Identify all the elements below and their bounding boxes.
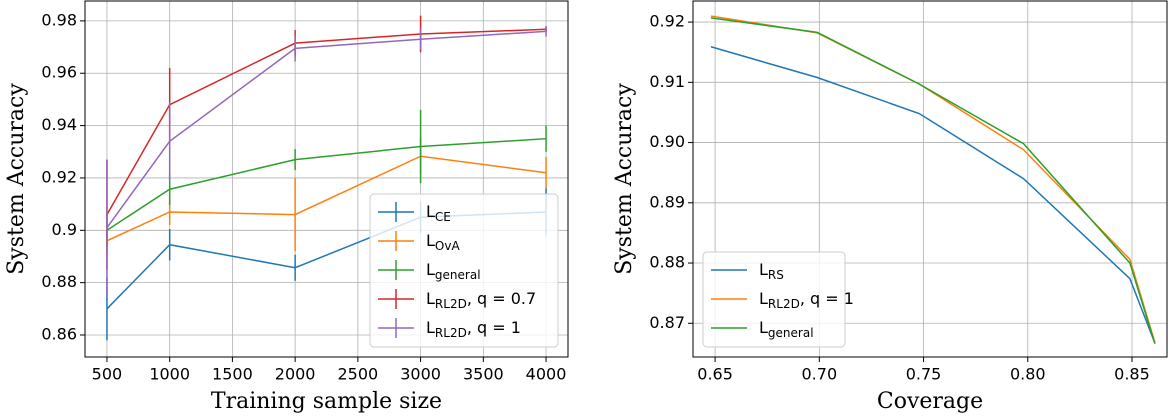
x-tick-label: 2000 (275, 365, 316, 384)
legend-box (702, 251, 846, 348)
x-tick-label: 0.70 (802, 365, 838, 384)
x-tick-label: 4000 (526, 365, 567, 384)
legend-name: L (426, 289, 435, 308)
x-tick-label: 0.65 (697, 365, 733, 384)
legend-label: LOvA (426, 231, 460, 253)
legend-subscript: RL2D (435, 297, 467, 311)
legend-name: L (426, 202, 435, 221)
legend-suffix: , q = 1 (467, 318, 521, 337)
y-tick-label: 0.91 (649, 72, 685, 91)
legend-subscript: RL2D (768, 297, 800, 311)
y-axis-label: System Accuracy (4, 83, 29, 275)
y-axis-label: System Accuracy (612, 83, 637, 275)
series-line (710, 17, 1156, 344)
legend-subscript: OvA (435, 239, 461, 253)
y-tick-label: 0.92 (41, 167, 77, 186)
legend-box (369, 193, 559, 348)
x-tick-label: 3000 (400, 365, 441, 384)
x-tick-label: 1500 (212, 365, 253, 384)
legend-label: Lgeneral (426, 260, 481, 282)
legend-subscript: CE (435, 210, 451, 224)
x-tick-label: 500 (92, 365, 123, 384)
y-tick-label: 0.89 (649, 192, 685, 211)
legend-label: LCE (426, 202, 451, 224)
legend-name: L (759, 318, 768, 337)
x-tick-label: 0.85 (1114, 365, 1150, 384)
y-tick-label: 0.90 (649, 132, 685, 151)
plot-frame (692, 0, 1168, 358)
series-line (710, 46, 1156, 344)
y-tick-label: 0.86 (41, 325, 77, 344)
y-tick-label: 0.96 (41, 63, 77, 82)
legend-name: L (426, 318, 435, 337)
legend-name: L (759, 289, 768, 308)
y-tick-label: 0.88 (649, 253, 685, 272)
legend-label: LRL2D, q = 1 (759, 289, 854, 311)
legend-suffix: , q = 1 (800, 289, 854, 308)
legend-name: L (426, 231, 435, 250)
y-tick-label: 0.9 (52, 220, 77, 239)
plot-frame (84, 0, 569, 358)
y-tick-label: 0.88 (41, 272, 77, 291)
legend-label: LRL2D, q = 0.7 (426, 289, 536, 311)
legend-label: LRL2D, q = 1 (426, 318, 521, 340)
x-axis-label: Coverage (877, 389, 983, 414)
legend-name: L (759, 260, 768, 279)
legend-suffix: , q = 0.7 (467, 289, 536, 308)
x-tick-label: 1000 (149, 365, 190, 384)
x-tick-label: 3500 (463, 365, 504, 384)
legend-subscript: general (768, 326, 814, 340)
legend-name: L (426, 260, 435, 279)
y-tick-label: 0.94 (41, 115, 77, 134)
x-tick-label: 0.75 (906, 365, 942, 384)
legend-label: LRS (759, 260, 784, 282)
legend-label: Lgeneral (759, 318, 814, 340)
series-line (106, 28, 547, 215)
x-tick-label: 0.80 (1010, 365, 1046, 384)
x-axis-label: Training sample size (211, 389, 442, 414)
y-tick-label: 0.92 (649, 12, 685, 31)
y-tick-label: 0.87 (649, 313, 685, 332)
legend-subscript: general (435, 268, 481, 282)
y-tick-label: 0.98 (41, 10, 77, 29)
legend-subscript: RS (768, 268, 784, 282)
legend-subscript: RL2D (435, 326, 467, 340)
x-tick-label: 2500 (338, 365, 379, 384)
